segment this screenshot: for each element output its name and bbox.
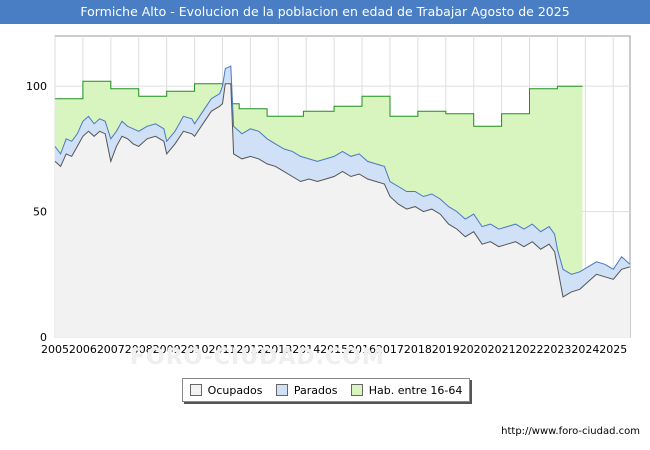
legend-label-ocupados: Ocupados bbox=[207, 383, 263, 397]
ocupados-area bbox=[55, 83, 630, 337]
legend-item-parados: Parados bbox=[275, 383, 338, 397]
legend-label-hab: Hab. entre 16-64 bbox=[368, 383, 463, 397]
chart-title: Formiche Alto - Evolucion de la poblacio… bbox=[80, 4, 570, 19]
x-tick-label: 2005 bbox=[41, 343, 69, 356]
x-tick-label: 2012 bbox=[236, 343, 264, 356]
ocupados-line bbox=[54, 83, 631, 298]
x-tick-label: 2020 bbox=[460, 343, 488, 356]
x-tick-label: 2019 bbox=[432, 343, 460, 356]
x-tick-label: 2017 bbox=[376, 343, 404, 356]
title-bar bbox=[0, 0, 650, 24]
x-tick-label: 2006 bbox=[69, 343, 97, 356]
x-tick-label: 2023 bbox=[543, 343, 571, 356]
legend-swatch-ocupados bbox=[189, 384, 202, 396]
x-tick-label: 2008 bbox=[125, 343, 153, 356]
legend-label-parados: Parados bbox=[293, 383, 338, 397]
x-tick-label: 2015 bbox=[320, 343, 348, 356]
legend-item-ocupados: Ocupados bbox=[189, 383, 263, 397]
x-tick-label: 2009 bbox=[153, 343, 181, 356]
x-tick-label: 2016 bbox=[348, 343, 376, 356]
x-tick-label: 2021 bbox=[488, 343, 516, 356]
x-tick-label: 2014 bbox=[292, 343, 320, 356]
legend-swatch-hab bbox=[350, 384, 363, 396]
y-tick-label: 0 bbox=[40, 331, 47, 344]
y-tick-label: 50 bbox=[33, 206, 47, 219]
legend-item-hab: Hab. entre 16-64 bbox=[350, 383, 463, 397]
watermark-text: FORO-CIUDAD.COM bbox=[130, 345, 385, 370]
hab-line bbox=[55, 80, 583, 127]
source-url: http://www.foro-ciudad.com bbox=[501, 426, 640, 437]
y-tick-label: 100 bbox=[26, 80, 47, 93]
x-tick-label: 2022 bbox=[516, 343, 544, 356]
x-tick-label: 2018 bbox=[404, 343, 432, 356]
x-tick-label: 2013 bbox=[264, 343, 292, 356]
x-tick-label: 2025 bbox=[599, 343, 627, 356]
series-areas bbox=[54, 65, 631, 337]
legend: Ocupados Parados Hab. entre 16-64 bbox=[182, 378, 470, 402]
parados-line bbox=[54, 65, 631, 275]
x-tick-label: 2024 bbox=[571, 343, 599, 356]
x-tick-label: 2010 bbox=[181, 343, 209, 356]
legend-swatch-parados bbox=[275, 384, 288, 396]
x-tick-label: 2007 bbox=[97, 343, 125, 356]
x-tick-label: 2011 bbox=[208, 343, 236, 356]
